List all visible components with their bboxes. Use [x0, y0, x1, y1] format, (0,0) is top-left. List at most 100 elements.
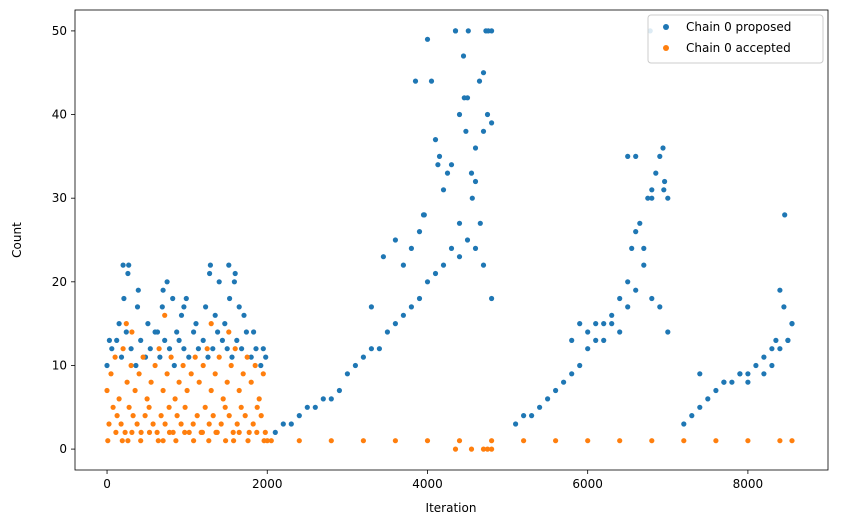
- point-proposed: [665, 195, 671, 201]
- point-proposed: [480, 128, 487, 134]
- point-proposed: [737, 371, 743, 377]
- point-accepted: [226, 329, 232, 335]
- point-proposed: [769, 362, 775, 369]
- point-proposed: [222, 321, 228, 327]
- point-proposed: [121, 295, 127, 302]
- point-proposed: [782, 212, 788, 218]
- point-proposed: [134, 304, 141, 310]
- point-accepted: [162, 312, 168, 318]
- point-accepted: [120, 346, 126, 352]
- point-proposed: [229, 354, 235, 360]
- point-proposed: [376, 346, 382, 352]
- point-proposed: [464, 237, 471, 243]
- point-accepted: [138, 429, 144, 435]
- point-proposed: [761, 354, 767, 360]
- point-proposed: [569, 337, 575, 343]
- point-proposed: [368, 346, 374, 352]
- point-proposed: [296, 413, 302, 419]
- point-accepted: [160, 438, 166, 444]
- point-accepted: [114, 413, 120, 419]
- point-accepted: [158, 413, 164, 419]
- point-accepted: [194, 413, 200, 419]
- point-proposed: [253, 346, 259, 352]
- point-accepted: [392, 438, 398, 444]
- point-accepted: [240, 371, 246, 377]
- point-proposed: [336, 387, 342, 394]
- point-accepted: [160, 387, 166, 394]
- point-accepted: [244, 354, 250, 360]
- point-proposed: [665, 329, 671, 335]
- point-proposed: [123, 329, 129, 335]
- point-proposed: [344, 371, 350, 377]
- point-proposed: [593, 321, 599, 327]
- point-accepted: [190, 421, 196, 427]
- point-accepted: [553, 438, 559, 444]
- point-proposed: [360, 354, 366, 360]
- point-proposed: [769, 346, 775, 352]
- point-proposed: [106, 337, 112, 343]
- point-proposed: [138, 337, 144, 343]
- point-proposed: [625, 153, 631, 159]
- point-accepted: [480, 446, 487, 452]
- point-proposed: [477, 220, 483, 226]
- point-proposed: [207, 262, 213, 268]
- point-proposed: [553, 387, 559, 394]
- point-accepted: [108, 371, 114, 377]
- point-proposed: [721, 379, 727, 385]
- point-proposed: [660, 145, 666, 151]
- point-proposed: [352, 362, 358, 369]
- point-accepted: [262, 429, 268, 435]
- point-proposed: [400, 262, 406, 268]
- point-proposed: [183, 295, 189, 302]
- point-proposed: [609, 321, 615, 327]
- point-proposed: [472, 145, 479, 151]
- point-accepted: [191, 438, 197, 444]
- point-proposed: [239, 346, 245, 352]
- point-accepted: [170, 429, 176, 435]
- point-proposed: [145, 321, 151, 327]
- point-proposed: [625, 304, 631, 310]
- point-proposed: [480, 70, 487, 76]
- point-proposed: [689, 413, 695, 419]
- point-accepted: [521, 438, 527, 444]
- point-proposed: [440, 187, 447, 193]
- point-proposed: [460, 53, 467, 59]
- point-accepted: [328, 438, 334, 444]
- point-proposed: [328, 396, 334, 402]
- point-proposed: [258, 362, 264, 369]
- point-proposed: [195, 346, 201, 352]
- point-proposed: [781, 304, 787, 310]
- x-tick-label: 8000: [733, 477, 764, 491]
- point-accepted: [166, 429, 173, 435]
- point-proposed: [424, 279, 431, 285]
- point-accepted: [148, 379, 154, 385]
- point-accepted: [223, 438, 229, 444]
- point-proposed: [649, 295, 655, 302]
- point-proposed: [465, 28, 471, 34]
- point-accepted: [245, 438, 251, 444]
- point-proposed: [216, 279, 222, 285]
- point-accepted: [138, 438, 144, 444]
- point-proposed: [162, 337, 168, 343]
- point-proposed: [489, 120, 495, 126]
- point-accepted: [136, 371, 142, 377]
- point-accepted: [134, 421, 140, 427]
- point-accepted: [254, 404, 260, 410]
- point-accepted: [218, 421, 224, 427]
- point-accepted: [105, 438, 111, 444]
- point-proposed: [392, 237, 398, 243]
- point-accepted: [152, 362, 158, 369]
- point-accepted: [258, 413, 264, 419]
- point-proposed: [248, 354, 254, 360]
- point-accepted: [182, 429, 188, 435]
- point-accepted: [252, 362, 258, 369]
- point-proposed: [448, 245, 455, 251]
- point-proposed: [236, 304, 242, 310]
- point-proposed: [489, 295, 495, 302]
- point-proposed: [681, 421, 687, 427]
- point-accepted: [208, 321, 214, 327]
- point-proposed: [251, 329, 257, 335]
- point-accepted: [123, 321, 129, 327]
- point-proposed: [444, 170, 451, 176]
- point-proposed: [164, 279, 170, 285]
